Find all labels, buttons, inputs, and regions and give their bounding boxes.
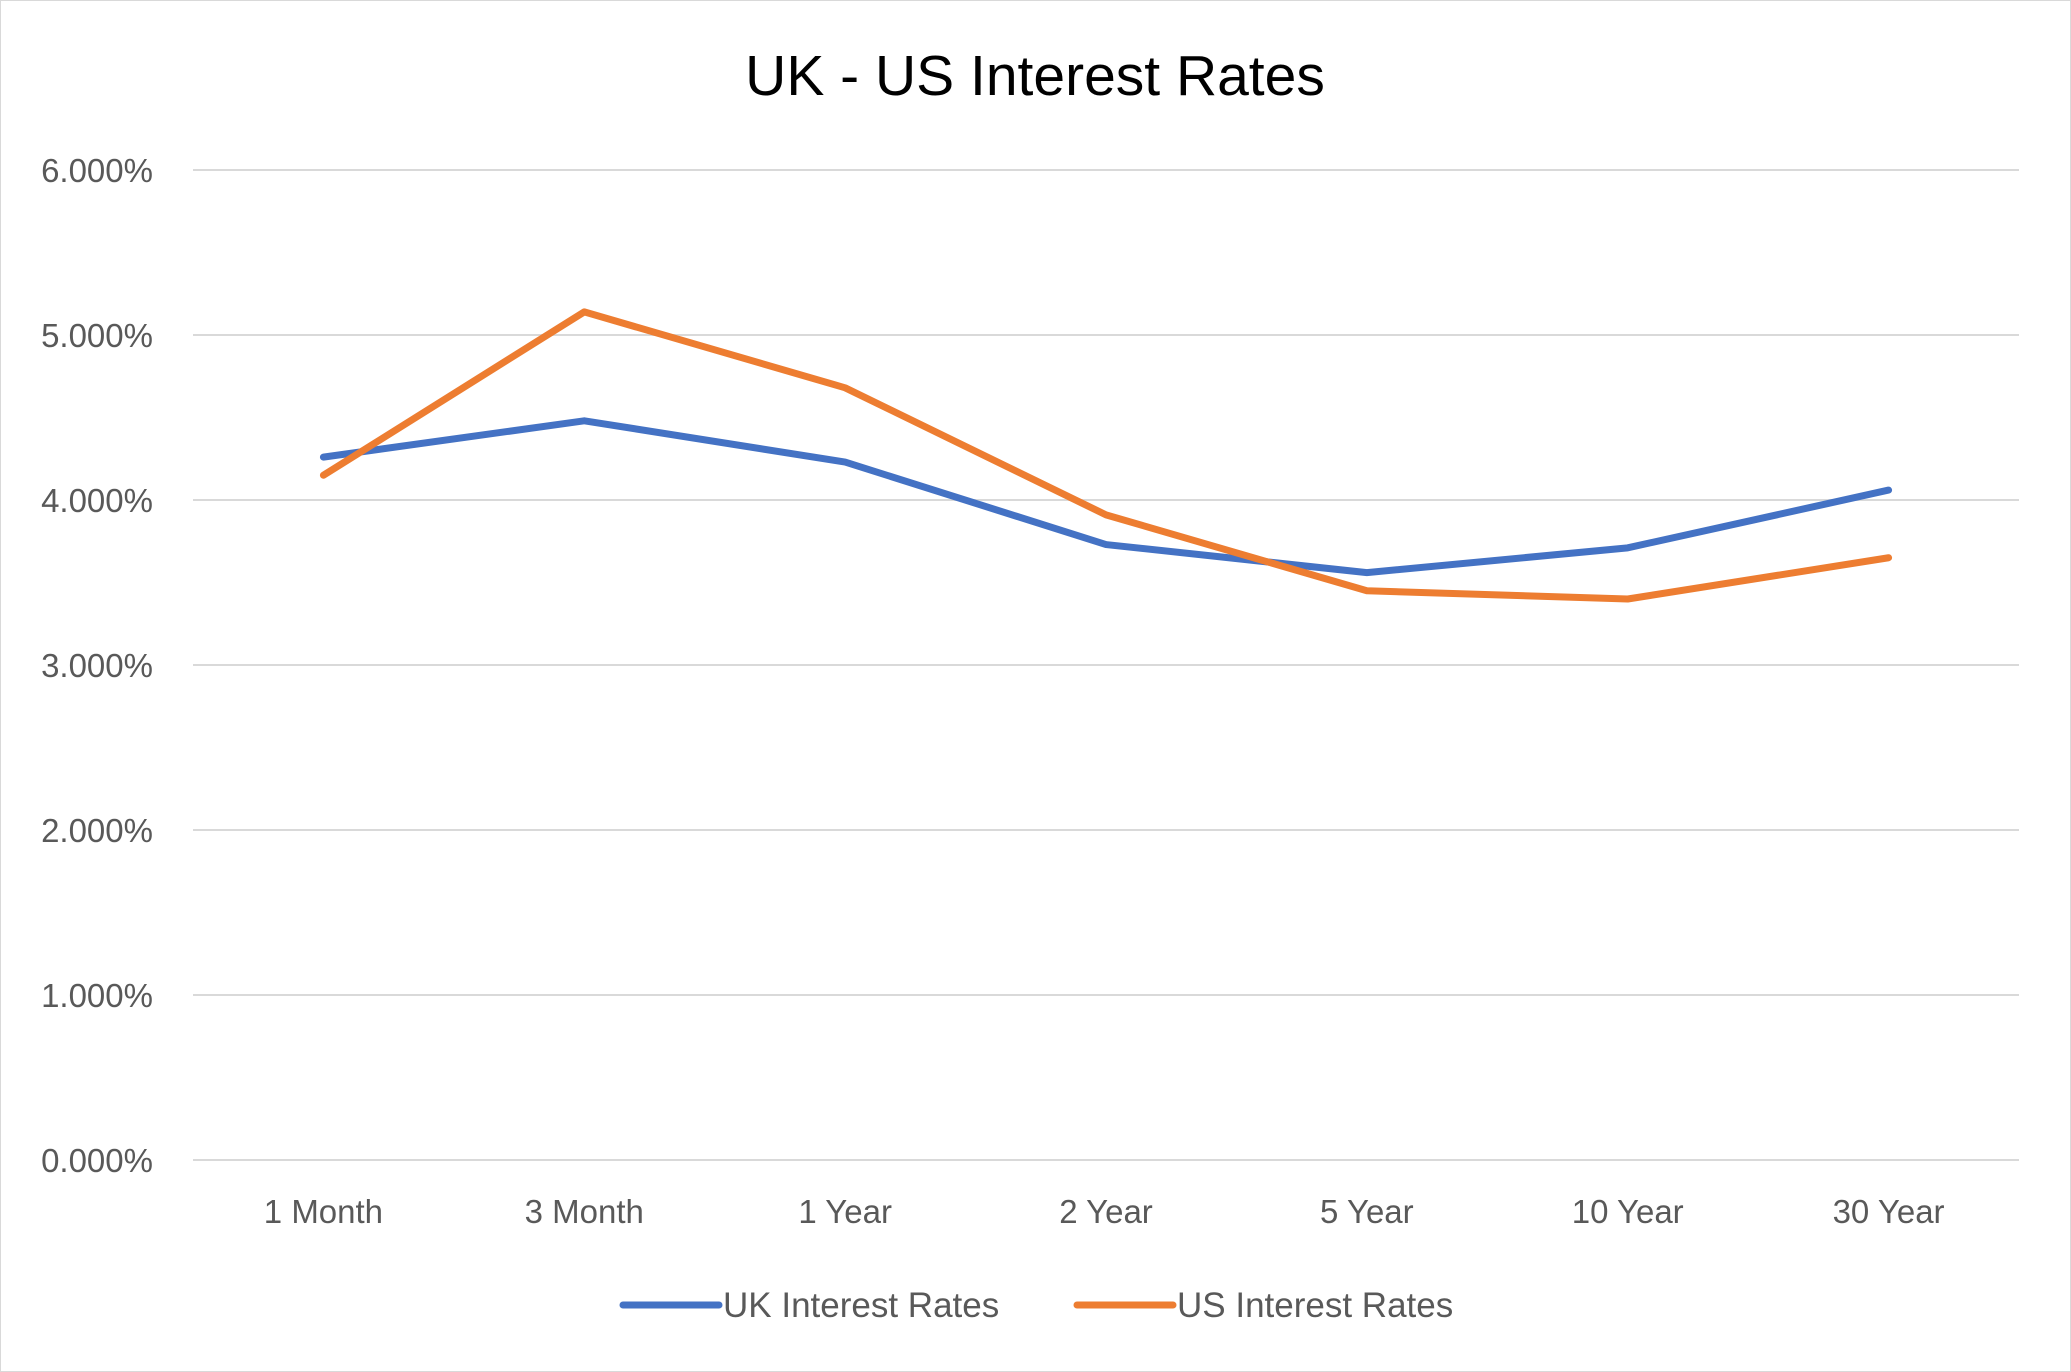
- legend: UK Interest Rates US Interest Rates: [619, 1286, 1453, 1325]
- y-tick-label: 5.000%: [41, 317, 153, 354]
- data-point: [583, 311, 585, 313]
- chart-title: UK - US Interest Rates: [745, 44, 1325, 108]
- data-point: [1366, 590, 1368, 592]
- x-tick-label: 3 Month: [525, 1193, 644, 1230]
- series-lines: [319, 308, 1893, 603]
- data-point: [322, 474, 324, 476]
- series-line-uk: [319, 417, 1893, 577]
- y-axis-ticks: 0.000% 1.000% 2.000% 3.000% 4.000% 5.000% 6.00…: [41, 152, 153, 1179]
- data-point: [1627, 598, 1629, 600]
- data-point: [844, 461, 846, 463]
- data-point: [322, 456, 324, 458]
- data-point: [583, 420, 585, 422]
- data-point: [844, 387, 846, 389]
- x-tick-label: 30 Year: [1833, 1193, 1945, 1230]
- data-point: [1105, 514, 1107, 516]
- y-tick-label: 2.000%: [41, 812, 153, 849]
- x-axis-ticks: 1 Month 3 Month 1 Year 2 Year 5 Year 10 Year 3…: [264, 1193, 1945, 1230]
- gridlines: [193, 169, 2019, 1161]
- data-point: [1366, 572, 1368, 574]
- y-tick-label: 0.000%: [41, 1142, 153, 1179]
- legend-label-uk: UK Interest Rates: [723, 1286, 999, 1325]
- y-tick-label: 6.000%: [41, 152, 153, 189]
- y-tick-label: 4.000%: [41, 482, 153, 519]
- x-tick-label: 10 Year: [1572, 1193, 1684, 1230]
- series-line-us: [319, 308, 1893, 603]
- x-tick-label: 1 Year: [798, 1193, 892, 1230]
- data-point: [1627, 547, 1629, 549]
- data-point: [1888, 489, 1890, 491]
- y-tick-label: 3.000%: [41, 647, 153, 684]
- data-point: [1888, 557, 1890, 559]
- y-tick-label: 1.000%: [41, 977, 153, 1014]
- legend-label-us: US Interest Rates: [1177, 1286, 1453, 1325]
- x-tick-label: 5 Year: [1320, 1193, 1414, 1230]
- data-point: [1105, 544, 1107, 546]
- x-tick-label: 2 Year: [1059, 1193, 1153, 1230]
- x-tick-label: 1 Month: [264, 1193, 383, 1230]
